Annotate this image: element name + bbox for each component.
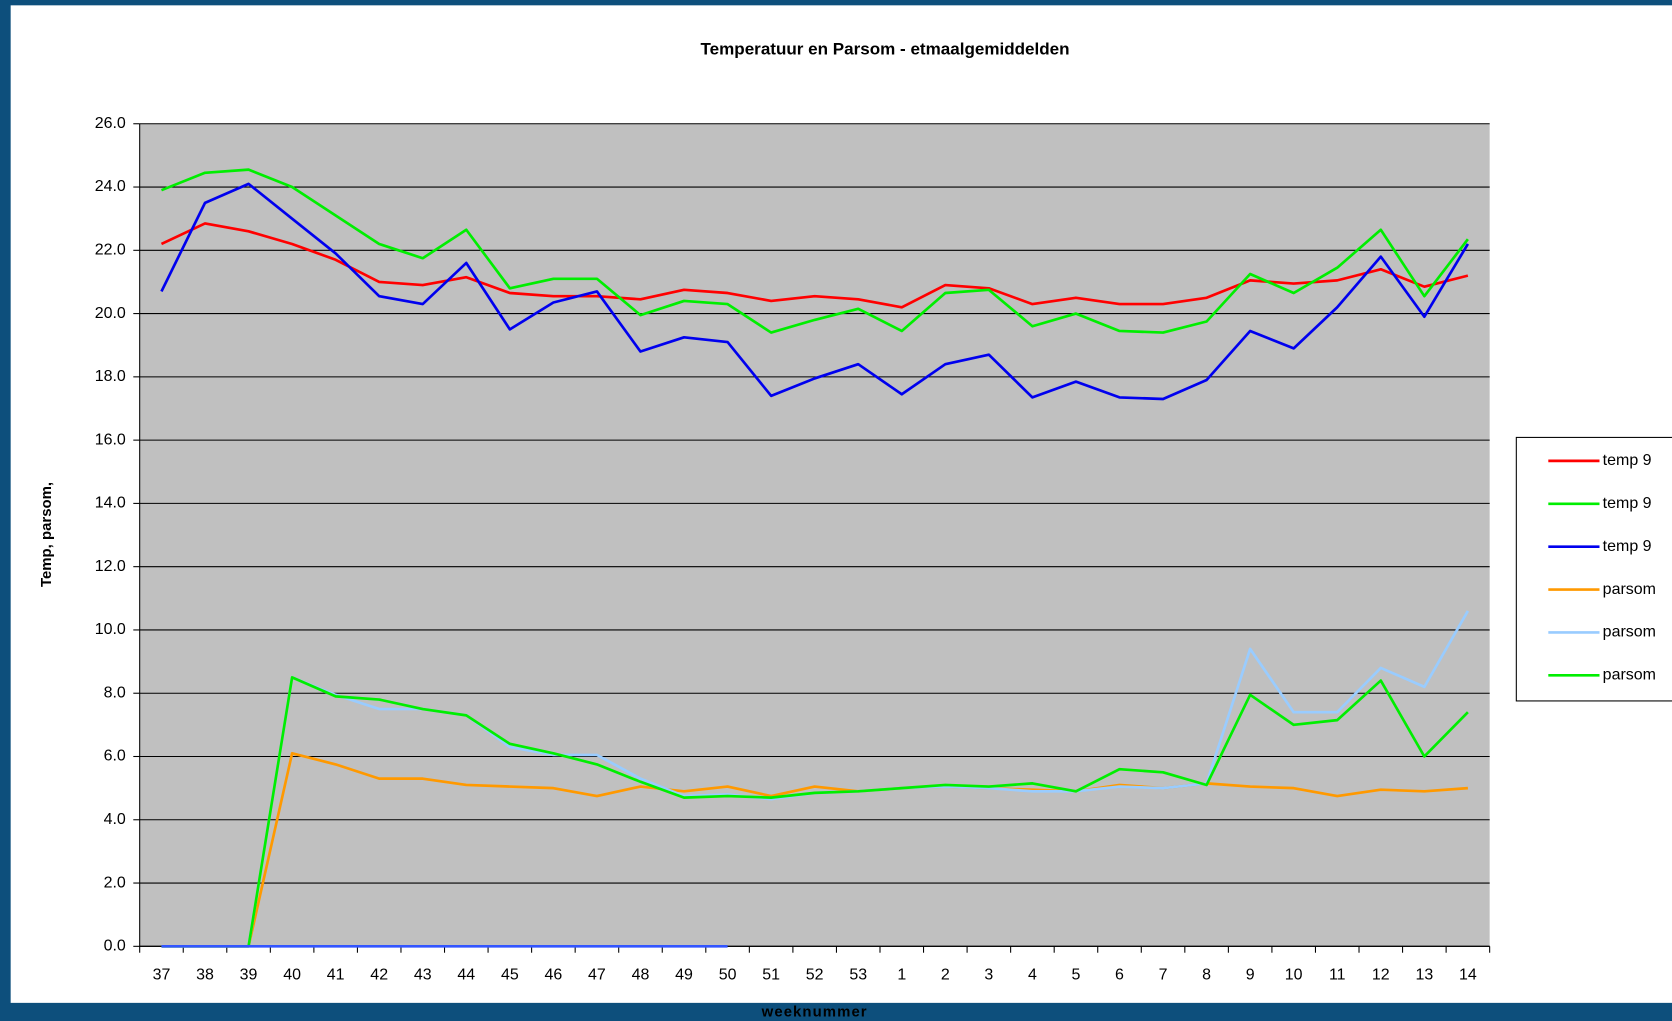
x-tick-label: 6 bbox=[1115, 966, 1124, 983]
y-tick-label: 2.0 bbox=[104, 874, 126, 891]
y-tick-label: 24.0 bbox=[95, 178, 126, 195]
legend-box bbox=[1515, 436, 1672, 702]
x-tick-label: 1 bbox=[897, 966, 906, 983]
x-tick-label: 51 bbox=[762, 966, 780, 983]
y-tick-label: 4.0 bbox=[104, 811, 126, 828]
x-tick-label: 46 bbox=[545, 966, 563, 983]
x-tick-label: 9 bbox=[1246, 966, 1255, 983]
chart-title: Temperatuur en Parsom - etmaalgemiddelde… bbox=[701, 40, 1070, 59]
y-tick-label: 16.0 bbox=[95, 431, 126, 448]
y-tick-label: 12.0 bbox=[95, 558, 126, 575]
x-tick-label: 43 bbox=[414, 966, 432, 983]
y-tick-label: 18.0 bbox=[95, 368, 126, 385]
series-line bbox=[160, 168, 1469, 334]
legend-label: parsom bbox=[1603, 667, 1656, 684]
y-tick-label: 10.0 bbox=[95, 621, 126, 638]
legend-label: temp 9 bbox=[1603, 495, 1652, 512]
x-tick-label: 38 bbox=[196, 966, 214, 983]
x-tick-label: 7 bbox=[1159, 966, 1168, 983]
x-tick-label: 48 bbox=[632, 966, 650, 983]
x-tick-label: 50 bbox=[719, 966, 737, 983]
series-line bbox=[161, 676, 1469, 948]
y-axis-label: Temp, parsom, bbox=[38, 482, 55, 587]
x-tick-label: 13 bbox=[1415, 966, 1433, 983]
x-tick-label: 39 bbox=[240, 966, 258, 983]
x-tick-label: 40 bbox=[283, 966, 301, 983]
y-tick-label: 20.0 bbox=[95, 305, 126, 322]
x-tick-label: 5 bbox=[1072, 966, 1081, 983]
x-tick-label: 52 bbox=[806, 966, 824, 983]
y-tick-label: 22.0 bbox=[95, 242, 126, 259]
y-tick-label: 8.0 bbox=[104, 684, 126, 701]
x-tick-label: 10 bbox=[1285, 966, 1303, 983]
x-tick-label: 3 bbox=[984, 966, 993, 983]
series-line bbox=[160, 182, 1470, 401]
legend-label: temp 9 bbox=[1603, 538, 1652, 555]
series-line bbox=[160, 222, 1469, 309]
y-tick-label: 26.0 bbox=[95, 115, 126, 132]
x-tick-label: 37 bbox=[153, 966, 171, 983]
x-tick-label: 47 bbox=[588, 966, 606, 983]
legend-label: temp 9 bbox=[1603, 452, 1652, 469]
x-tick-label: 44 bbox=[457, 966, 475, 983]
x-tick-label: 42 bbox=[370, 966, 388, 983]
x-axis-label: weeknummer bbox=[761, 1003, 868, 1020]
x-tick-label: 2 bbox=[941, 966, 950, 983]
x-tick-label: 49 bbox=[675, 966, 693, 983]
x-tick-label: 41 bbox=[327, 966, 345, 983]
x-tick-label: 4 bbox=[1028, 966, 1037, 983]
y-tick-label: 14.0 bbox=[95, 495, 126, 512]
x-tick-label: 8 bbox=[1202, 966, 1211, 983]
x-tick-label: 53 bbox=[849, 966, 867, 983]
x-tick-label: 45 bbox=[501, 966, 519, 983]
plot-area bbox=[139, 123, 1490, 947]
y-tick-label: 0.0 bbox=[104, 938, 126, 955]
series-line bbox=[161, 752, 1468, 948]
legend-label: parsom bbox=[1603, 581, 1656, 598]
legend-label: parsom bbox=[1603, 624, 1656, 641]
x-tick-label: 11 bbox=[1329, 966, 1346, 983]
x-tick-label: 14 bbox=[1459, 966, 1477, 983]
y-tick-label: 6.0 bbox=[104, 748, 126, 765]
x-tick-label: 12 bbox=[1372, 966, 1390, 983]
